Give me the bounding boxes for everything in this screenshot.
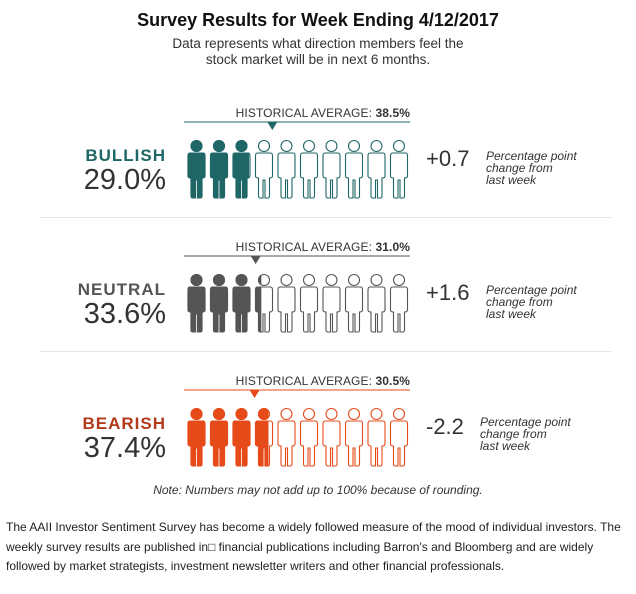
person-icon <box>254 407 274 467</box>
person-icon <box>344 139 364 199</box>
person-icon <box>187 407 206 467</box>
person-icon <box>389 273 409 333</box>
person-icon <box>232 139 251 199</box>
weekly-change-description: Percentage point change from last week <box>486 284 596 320</box>
subtitle-line-2: stock market will be in next 6 months. <box>205 52 431 67</box>
person-icon <box>344 407 364 467</box>
sentiment-row-neutral: HISTORICAL AVERAGE: 31.0% NEUTRAL 33.6% … <box>0 234 636 364</box>
person-icon <box>367 273 386 333</box>
change-desc-line-2: change from <box>486 161 553 175</box>
historical-average-prefix: HISTORICAL AVERAGE: <box>235 374 376 388</box>
change-desc-line-1: Percentage point <box>480 415 571 429</box>
historical-average-marker <box>250 256 261 264</box>
historical-average-label: HISTORICAL AVERAGE: 30.5% <box>184 374 410 388</box>
person-icon <box>277 139 296 199</box>
row-divider <box>40 351 612 352</box>
change-desc-line-1: Percentage point <box>486 283 577 297</box>
historical-average-label: HISTORICAL AVERAGE: 31.0% <box>184 240 410 254</box>
sentiment-percentage: 37.4% <box>83 432 166 464</box>
sentiment-label: BULLISH <box>85 146 166 165</box>
chart-title: Survey Results for Week Ending 4/12/2017 <box>137 10 499 30</box>
change-desc-line-3: last week <box>480 439 531 453</box>
chart-subtitle: Data represents what direction members f… <box>0 36 636 68</box>
historical-average-marker <box>267 122 278 130</box>
person-icon <box>277 273 296 333</box>
subtitle-line-1: Data represents what direction members f… <box>172 36 464 51</box>
sentiment-label: BEARISH <box>82 414 166 433</box>
person-icon <box>389 407 409 467</box>
historical-average-prefix: HISTORICAL AVERAGE: <box>235 240 376 254</box>
historical-average-value: 38.5% <box>375 106 410 120</box>
person-icon <box>187 139 206 199</box>
person-icon <box>209 273 229 333</box>
people-icon-row <box>184 121 410 199</box>
person-icon <box>232 273 251 333</box>
change-desc-line-3: last week <box>486 307 537 321</box>
footer-description: The AAII Investor Sentiment Survey has b… <box>6 520 621 573</box>
change-desc-line-3: last week <box>486 173 537 187</box>
historical-average-value: 30.5% <box>375 374 410 388</box>
sentiment-row-bearish: HISTORICAL AVERAGE: 30.5% BEARISH 37.4% … <box>0 368 636 498</box>
person-icon <box>322 273 341 333</box>
person-icon <box>367 407 386 467</box>
person-icon <box>344 273 364 333</box>
person-icon <box>367 139 386 199</box>
person-icon <box>299 273 319 333</box>
person-icon <box>299 407 319 467</box>
person-icon <box>187 273 206 333</box>
historical-average-label: HISTORICAL AVERAGE: 38.5% <box>184 106 410 120</box>
change-desc-line-2: change from <box>486 295 553 309</box>
historical-average-prefix: HISTORICAL AVERAGE: <box>235 106 376 120</box>
person-icon <box>209 139 229 199</box>
person-icon <box>254 139 274 199</box>
person-icon <box>254 273 274 333</box>
sentiment-row-bullish: HISTORICAL AVERAGE: 38.5% BULLISH 29.0% … <box>0 100 636 230</box>
person-icon <box>299 139 319 199</box>
rounding-note: Note: Numbers may not add up to 100% bec… <box>153 483 483 497</box>
weekly-change-description: Percentage point change from last week <box>486 150 596 186</box>
weekly-change-value: -2.2 <box>426 414 464 439</box>
people-icon-row <box>184 389 410 467</box>
person-icon <box>209 407 229 467</box>
person-icon <box>322 139 341 199</box>
change-desc-line-1: Percentage point <box>486 149 577 163</box>
person-icon <box>277 407 296 467</box>
person-icon <box>322 407 341 467</box>
row-divider <box>40 217 612 218</box>
sentiment-percentage: 29.0% <box>83 164 166 196</box>
weekly-change-value: +1.6 <box>426 280 470 305</box>
sentiment-label: NEUTRAL <box>77 280 166 299</box>
sentiment-percentage: 33.6% <box>83 298 166 330</box>
weekly-change-value: +0.7 <box>426 146 470 171</box>
historical-average-value: 31.0% <box>375 240 410 254</box>
person-icon <box>389 139 409 199</box>
change-desc-line-2: change from <box>480 427 547 441</box>
historical-average-marker <box>249 390 260 398</box>
people-icon-row <box>184 255 410 333</box>
person-icon <box>232 407 251 467</box>
weekly-change-description: Percentage point change from last week <box>480 416 590 452</box>
